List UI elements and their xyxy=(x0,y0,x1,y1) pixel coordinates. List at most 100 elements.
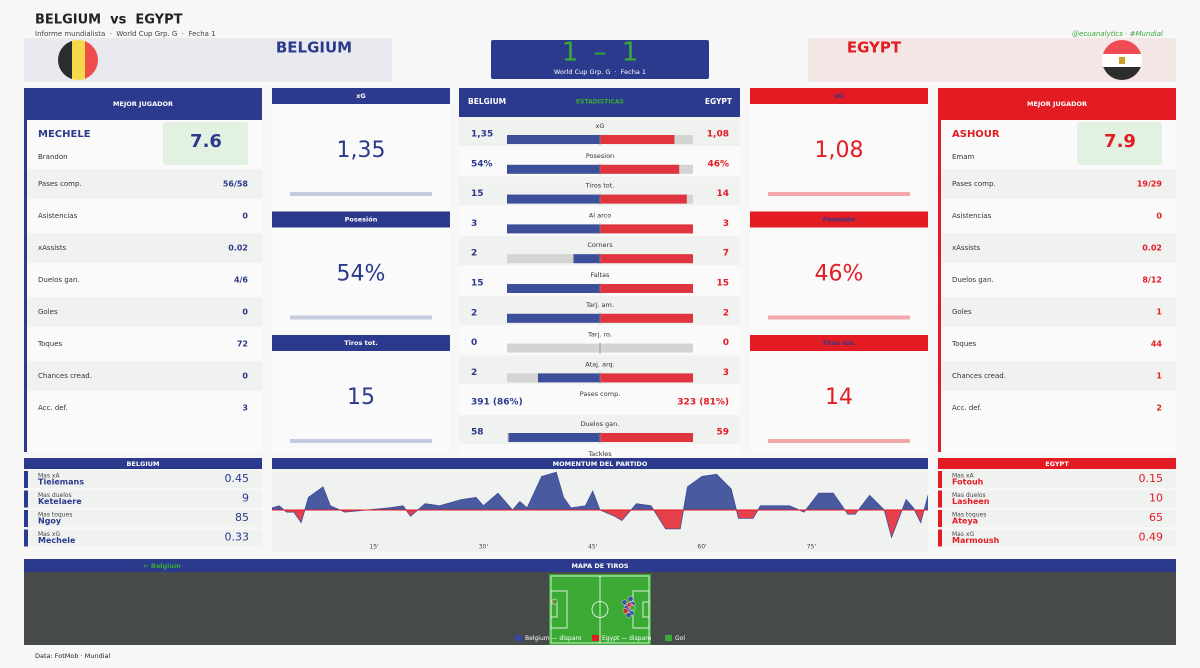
stat-value: 44 xyxy=(1151,340,1163,349)
home-flag xyxy=(58,40,98,80)
leader-marker xyxy=(938,529,942,547)
side-panel-header xyxy=(750,335,928,351)
stats-label: Tackles xyxy=(587,450,612,458)
leaders-title: BELGIUM xyxy=(126,460,159,468)
shot xyxy=(622,608,629,614)
shot xyxy=(552,598,558,605)
leader-row-bg xyxy=(24,510,262,527)
stat-value: 3 xyxy=(242,404,248,413)
shot xyxy=(627,596,634,602)
side-panel-value: 46% xyxy=(815,262,864,287)
stats-home-value: 58 xyxy=(471,428,484,438)
leader-value: 0.45 xyxy=(225,472,250,485)
side-panel-bg xyxy=(750,88,928,452)
stat-label: Chances cread. xyxy=(38,372,92,380)
shot-map-header xyxy=(24,559,1176,572)
leader-row-bg xyxy=(24,490,262,508)
stats-away-value: 0 xyxy=(723,338,729,348)
leader-value: 9 xyxy=(242,492,249,505)
stats-home-value: 391 (86%) xyxy=(471,398,523,408)
momentum-title: MOMENTUM DEL PARTIDO xyxy=(553,460,648,468)
leader-player: Ketelaere xyxy=(38,497,82,506)
side-panel-title: Posesión xyxy=(345,216,378,224)
leader-label: Mas xG xyxy=(952,531,974,538)
side-panel-header xyxy=(272,88,450,104)
side-panel-title: Tiros tot. xyxy=(344,339,378,347)
stats-table: BELGIUM ESTADISTICAS EGYPT xG 1,35 1,08 Posesi… xyxy=(459,88,740,458)
stat-value: 4/6 xyxy=(234,276,248,285)
subtitle: Informe mundialista · World Cup Grp. G ·… xyxy=(35,30,216,38)
home-score: 1 xyxy=(562,38,579,68)
panel-title: MEJOR JUGADOR xyxy=(1027,100,1087,108)
side-panel-bar xyxy=(290,192,432,196)
x-tick-label: 45' xyxy=(588,544,598,551)
side-panel-value: 1,35 xyxy=(337,138,386,163)
player-rating: 7.9 xyxy=(1104,131,1136,152)
shot xyxy=(625,612,632,618)
stats-home-value: 2 xyxy=(471,308,477,318)
leader-label: Mas xG xyxy=(38,531,60,538)
stats-home-value: 3 xyxy=(471,219,477,229)
stats-bg xyxy=(459,88,740,456)
stats-bar-home xyxy=(573,254,600,264)
rating-box xyxy=(1077,122,1162,165)
leader-player: Marmoush xyxy=(952,536,1000,545)
stats-away-value: 2 xyxy=(723,308,729,318)
away-score: 1 xyxy=(622,38,639,68)
shot-map-title: MAPA DE TIROS xyxy=(571,562,628,570)
stats-away-value: 1,08 xyxy=(707,130,729,140)
stat-label: xAssists xyxy=(952,244,981,252)
stat-value: 1 xyxy=(1156,372,1162,381)
stat-label: Toques xyxy=(37,340,63,348)
score-separator: – xyxy=(594,38,607,68)
leaders-title: EGYPT xyxy=(1045,460,1069,468)
leaders-header xyxy=(24,458,262,469)
leader-value: 10 xyxy=(1149,492,1163,505)
player-surname: ASHOUR xyxy=(952,129,1000,140)
stats-bar-home xyxy=(538,373,600,383)
side-panel-bar xyxy=(290,439,432,443)
side-panel-title: xG xyxy=(356,92,366,100)
stat-value: 19/29 xyxy=(1137,180,1163,189)
stats-away-value: 3 xyxy=(723,368,729,378)
side-panel-header xyxy=(750,211,928,228)
stats-header xyxy=(459,88,740,117)
panel-title: MEJOR JUGADOR xyxy=(113,100,173,108)
stat-label: Goles xyxy=(952,308,972,316)
stats-bar-home xyxy=(507,164,600,174)
stats-home-value: 2 xyxy=(471,368,477,378)
stats-home-value: 15 xyxy=(471,279,484,289)
leader-player: Mechele xyxy=(38,536,76,545)
stat-value: 8/12 xyxy=(1142,276,1162,285)
side-panel-value: 15 xyxy=(347,385,375,410)
stats-away-value: 15 xyxy=(716,279,729,289)
side-panel-title: xG xyxy=(834,92,844,100)
leaders-header xyxy=(938,458,1176,469)
footer: Data: FotMob · Mundial xyxy=(35,652,110,660)
momentum-header xyxy=(272,458,928,469)
stat-label: Acc. def. xyxy=(952,404,982,412)
stats-bar-away xyxy=(600,135,675,144)
stats-home-value: 2 xyxy=(471,249,477,259)
leader-label: Mas duelos xyxy=(38,492,72,499)
shot-map-direction: ← Belgium xyxy=(143,562,181,570)
legend-swatch xyxy=(592,635,599,641)
side-panel-title: Posesión xyxy=(823,216,856,224)
stat-label: Asistencias xyxy=(38,212,78,220)
leader-row-bg xyxy=(938,510,1176,527)
leader-label: Mas toques xyxy=(952,512,986,519)
x-tick-label: 30' xyxy=(479,544,489,551)
stat-value: 2 xyxy=(1156,404,1162,413)
leader-marker xyxy=(24,529,28,547)
row-bg xyxy=(27,361,262,391)
stats-label: Tarj. ro. xyxy=(587,331,612,339)
leader-row-bg xyxy=(938,529,1176,547)
stats-bar-away xyxy=(600,164,680,174)
side-panel-bar xyxy=(290,315,432,320)
panel-header xyxy=(24,88,262,120)
stats-away-value: 323 (81%) xyxy=(677,398,729,408)
right-six xyxy=(642,601,650,618)
stats-bar-away xyxy=(600,313,693,323)
stat-label: Goles xyxy=(38,308,58,316)
stats-away-value: 3 xyxy=(723,219,729,229)
